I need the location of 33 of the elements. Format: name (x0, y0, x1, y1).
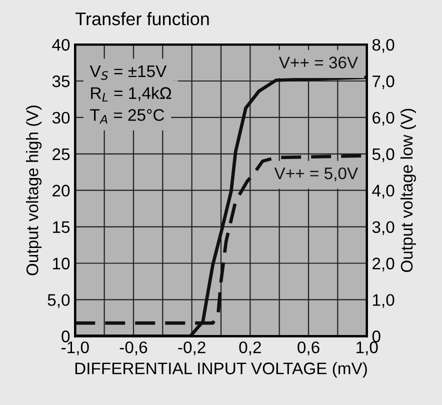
y-tick-label: 5,0 (48, 294, 70, 308)
series-label: V++ = 5,0V (274, 167, 358, 182)
y-axis-title: Output voltage high (V) (26, 106, 42, 276)
y2-tick-label: 7,0 (372, 75, 394, 90)
annotation: V$_{S}$ = ±15V (90, 66, 167, 80)
y2-tick-label: 2,0 (372, 258, 394, 272)
y2-axis-title: Output voltage low (V) (400, 108, 416, 272)
y-tick-label: 40 (52, 38, 70, 51)
y-tick-label: 10 (53, 258, 70, 270)
x-tick-label: -0,2 (178, 341, 206, 356)
y2-tick-label: 0 (372, 330, 380, 342)
y-tick-label: 20 (52, 184, 70, 197)
y-tick-label: 15 (53, 221, 70, 234)
y-tick-label: 25 (52, 148, 70, 160)
y2-tick-label: 6,0 (372, 112, 394, 126)
x-axis-title: DIFFERENTIAL INPUT VOLTAGE (mV) (75, 362, 367, 378)
y-tick-label: 30 (52, 112, 70, 124)
y2-tick-label: 4,0 (372, 184, 394, 199)
y2-tick-label: 3,0 (372, 221, 394, 235)
y2-tick-label: 1,0 (372, 294, 394, 308)
x-tick-label: 0,6 (298, 341, 320, 356)
annotation: T$_{A}$ = 25°C (90, 109, 164, 124)
series-label: V++ = 36V (278, 56, 358, 68)
x-tick-label: 1,0 (356, 341, 378, 356)
x-tick-label: 0,2 (239, 341, 261, 356)
y-tick-label: 0 (62, 330, 70, 342)
y2-tick-label: 5,0 (372, 148, 394, 162)
annotation: R$_{L}$ = 1,4kΩ (91, 86, 172, 102)
x-tick-label: -0,6 (120, 341, 148, 356)
y-tick-label: 35 (52, 75, 70, 88)
x-tick-label: -1,0 (62, 341, 89, 356)
y2-tick-label: 8,0 (372, 38, 394, 53)
chart-title: Transfer function (76, 12, 209, 26)
